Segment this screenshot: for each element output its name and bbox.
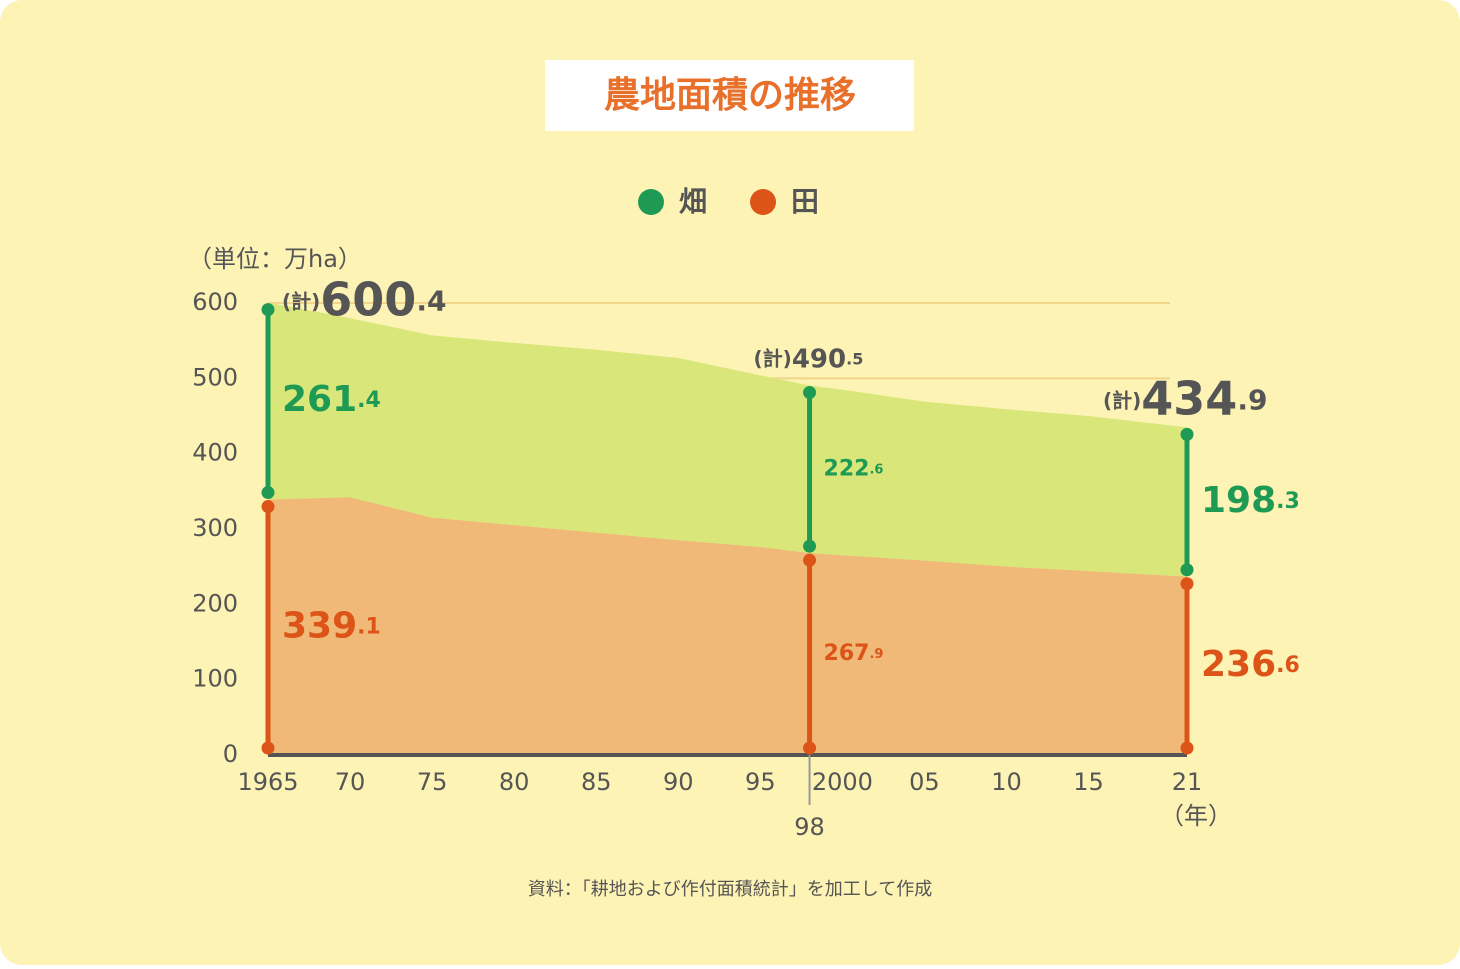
label-int: 267 bbox=[824, 641, 870, 666]
label-int: 434 bbox=[1141, 371, 1237, 425]
legend-dot bbox=[750, 189, 776, 215]
x-tick-label: 21 bbox=[1172, 768, 1203, 796]
x-tick-label: 05 bbox=[909, 768, 940, 796]
label-dec: .3 bbox=[1276, 489, 1300, 514]
legend-label: 畑 bbox=[679, 185, 707, 218]
label-int: 600 bbox=[320, 272, 416, 326]
label-dec: .1 bbox=[357, 614, 381, 639]
y-tick-label: 400 bbox=[192, 439, 238, 467]
x-tick-label: 75 bbox=[417, 768, 448, 796]
label-dec: .6 bbox=[1276, 653, 1300, 678]
title-box bbox=[545, 60, 914, 131]
label-dec: .9 bbox=[869, 647, 883, 662]
total-prefix: (計) bbox=[1103, 388, 1141, 412]
value-label: 267.9 bbox=[824, 641, 884, 666]
value-dot bbox=[803, 553, 817, 567]
x-tick-label: 95 bbox=[745, 768, 776, 796]
value-dot bbox=[803, 539, 817, 553]
legend-dot bbox=[638, 189, 664, 215]
label-dec: .6 bbox=[869, 462, 883, 477]
x-tick-label: 70 bbox=[335, 768, 366, 796]
value-label: 236.6 bbox=[1201, 644, 1300, 685]
value-label: 198.3 bbox=[1201, 480, 1300, 521]
value-dot bbox=[803, 385, 817, 399]
value-dot bbox=[261, 500, 275, 514]
x-tick-label: 2000 bbox=[812, 768, 873, 796]
chart-title: 農地面積の推移 bbox=[604, 75, 856, 116]
value-dot bbox=[261, 486, 275, 500]
x-tick-label: 10 bbox=[991, 768, 1022, 796]
value-dot bbox=[1180, 563, 1194, 577]
value-dot bbox=[261, 741, 275, 755]
value-label: 222.6 bbox=[824, 456, 884, 481]
total-prefix: (計) bbox=[282, 289, 320, 313]
x-tick-label: 80 bbox=[499, 768, 530, 796]
value-dot bbox=[1180, 427, 1194, 441]
y-tick-label: 100 bbox=[192, 665, 238, 693]
value-label: 261.4 bbox=[282, 379, 381, 420]
label-int: 198 bbox=[1201, 480, 1276, 521]
x-unit: （年） bbox=[1160, 802, 1232, 830]
x-tick-label: 15 bbox=[1073, 768, 1104, 796]
y-tick-label: 0 bbox=[223, 740, 238, 768]
label-int: 222 bbox=[824, 456, 870, 481]
total-value: 490.5 bbox=[792, 344, 864, 374]
label-dec: .9 bbox=[1237, 383, 1267, 416]
total-value: 434.9 bbox=[1141, 371, 1267, 425]
label-int: 490 bbox=[792, 344, 846, 374]
value-dot bbox=[261, 303, 275, 317]
y-tick-label: 300 bbox=[192, 514, 238, 542]
label-dec: .4 bbox=[357, 388, 381, 413]
x-tick-label: 85 bbox=[581, 768, 612, 796]
label-int: 236 bbox=[1201, 644, 1276, 685]
source: 資料：「耕地および作付面積統計」を加工して作成 bbox=[528, 879, 932, 900]
total-label: (計)434.9 bbox=[1103, 371, 1267, 425]
total-value: 600.4 bbox=[320, 272, 446, 326]
value-dot bbox=[1180, 741, 1194, 755]
y-tick-label: 500 bbox=[192, 363, 238, 391]
y-tick-label: 200 bbox=[192, 589, 238, 617]
x-tick-label: 90 bbox=[663, 768, 694, 796]
label-dec: .4 bbox=[416, 285, 446, 318]
value-dot bbox=[803, 741, 817, 755]
legend-label: 田 bbox=[791, 185, 819, 218]
area bbox=[268, 497, 1187, 755]
total-label: (計)490.5 bbox=[754, 344, 864, 374]
y-unit: （単位：万ha） bbox=[188, 245, 362, 273]
label-int: 339 bbox=[282, 605, 357, 646]
label-int: 261 bbox=[282, 379, 357, 420]
value-label: 339.1 bbox=[282, 605, 381, 646]
total-prefix: (計) bbox=[754, 346, 792, 370]
value-dot bbox=[1180, 577, 1194, 591]
x-tick-label: 1965 bbox=[237, 768, 298, 796]
label-dec: .5 bbox=[846, 349, 863, 368]
y-tick-label: 600 bbox=[192, 288, 238, 316]
x-tick-label: 98 bbox=[794, 813, 825, 841]
total-label: (計)600.4 bbox=[282, 272, 446, 326]
